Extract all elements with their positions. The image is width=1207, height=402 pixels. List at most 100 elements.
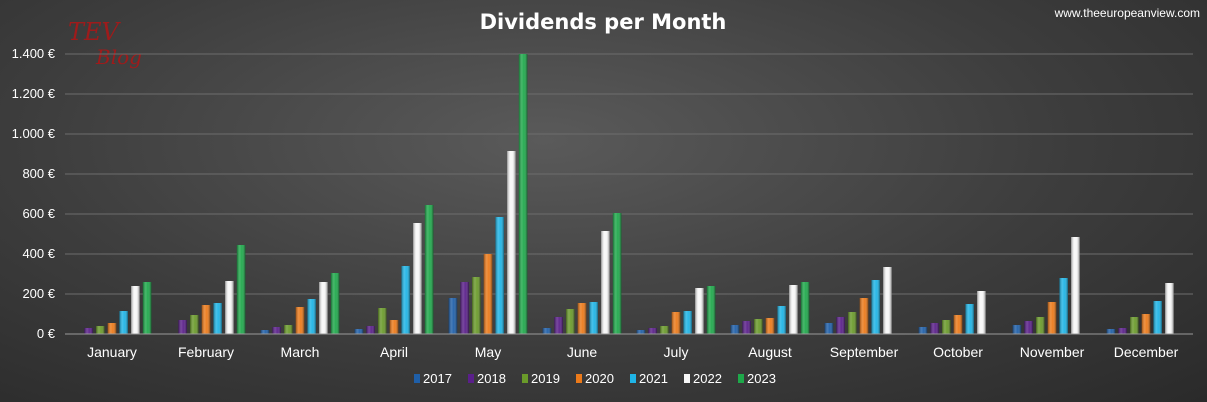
legend-label: 2017 [423, 371, 452, 386]
bar-shade [460, 282, 469, 334]
bar-shade [272, 327, 281, 334]
bar-shade [859, 298, 869, 334]
bar-2020-january [107, 323, 117, 334]
bar-shade [965, 304, 974, 334]
bar-2019-october [942, 320, 951, 334]
bar-shade [754, 319, 763, 334]
bar-shade [495, 217, 504, 334]
bar-shade [636, 330, 646, 334]
bar-shade [789, 285, 798, 334]
bar-2020-march [295, 307, 305, 334]
bar-shade [178, 320, 187, 334]
bar-2020-june [577, 303, 587, 334]
bar-shade [483, 254, 493, 334]
bar-shade [96, 326, 105, 334]
bar-2019-august [754, 319, 763, 334]
bar-shade [201, 305, 211, 334]
bar-2023-may [518, 54, 528, 334]
bar-shade [225, 281, 234, 334]
bar-2018-june [554, 317, 563, 334]
bar-shade [930, 323, 939, 334]
bar-2020-july [671, 312, 681, 334]
x-tick-label: September [830, 344, 899, 360]
logo-text-tev: TEV [68, 18, 122, 46]
bar-2020-february [201, 305, 211, 334]
y-tick-label: 1.400 € [12, 46, 56, 61]
bar-shade [577, 303, 587, 334]
legend-item-2019: 2019 [522, 371, 560, 386]
bar-shade [472, 277, 481, 334]
bar-2019-september [848, 312, 857, 334]
bar-2018-september [836, 317, 845, 334]
bar-shade [942, 320, 951, 334]
bar-shade [1153, 301, 1162, 334]
bar-2022-september [883, 267, 892, 334]
bar-shade [190, 315, 199, 334]
bar-2017-may [448, 298, 458, 334]
bar-shade [1071, 237, 1080, 334]
bar-shade [601, 231, 610, 334]
legend-swatch [414, 374, 420, 383]
y-tick-label: 1.000 € [12, 126, 56, 141]
bar-shade [648, 328, 657, 334]
y-tick-label: 600 € [22, 206, 55, 221]
legend-item-2018: 2018 [468, 371, 506, 386]
chart-title: Dividends per Month [480, 10, 727, 34]
bar-2018-october [930, 323, 939, 334]
legend-item-2021: 2021 [630, 371, 668, 386]
x-tick-label: August [748, 344, 792, 360]
bar-2023-january [142, 282, 152, 334]
legend-label: 2018 [477, 371, 506, 386]
bar-2018-august [742, 321, 751, 334]
bar-2019-march [284, 325, 293, 334]
legend-swatch [576, 374, 582, 383]
legend-label: 2020 [585, 371, 614, 386]
bar-2021-december [1153, 301, 1162, 334]
bar-2022-january [131, 286, 140, 334]
bar-2019-may [472, 277, 481, 334]
bar-2017-december [1106, 329, 1116, 334]
bar-shade [836, 317, 845, 334]
legend-swatch [630, 374, 636, 383]
x-tick-label: February [178, 344, 234, 360]
bar-2021-september [871, 280, 880, 334]
bar-shade [307, 299, 316, 334]
bar-2019-april [378, 308, 387, 334]
bar-shade [319, 282, 328, 334]
bar-shade [977, 291, 986, 334]
bar-shade [695, 288, 704, 334]
bar-2023-april [424, 205, 434, 334]
legend-item-2017: 2017 [414, 371, 452, 386]
bar-2021-july [683, 311, 692, 334]
legend-label: 2021 [639, 371, 668, 386]
bar-2023-february [236, 245, 246, 334]
bar-shade [1012, 325, 1022, 334]
y-tick-label: 800 € [22, 166, 55, 181]
bar-shade [612, 213, 622, 334]
bar-shade [260, 330, 270, 334]
bar-2019-december [1130, 317, 1139, 334]
x-tick-label: December [1114, 344, 1179, 360]
bar-2021-february [213, 303, 222, 334]
legend-label: 2019 [531, 371, 560, 386]
bar-shade [918, 327, 928, 334]
legend-swatch [684, 374, 690, 383]
bar-shade [1024, 321, 1033, 334]
bar-2017-september [824, 323, 834, 334]
bar-shade [354, 329, 364, 334]
bar-2022-april [413, 223, 422, 334]
legend-label: 2022 [693, 371, 722, 386]
bar-2022-june [601, 231, 610, 334]
bar-2020-may [483, 254, 493, 334]
bar-shade [683, 311, 692, 334]
bar-2019-june [566, 309, 575, 334]
legend-item-2020: 2020 [576, 371, 614, 386]
bar-2021-january [119, 311, 128, 334]
bar-2017-july [636, 330, 646, 334]
bar-shade [1047, 302, 1057, 334]
x-tick-label: June [567, 344, 598, 360]
bar-shade [800, 282, 810, 334]
bar-shade [131, 286, 140, 334]
x-axis-ticks: January February March April May June July Augu… [87, 344, 1179, 360]
